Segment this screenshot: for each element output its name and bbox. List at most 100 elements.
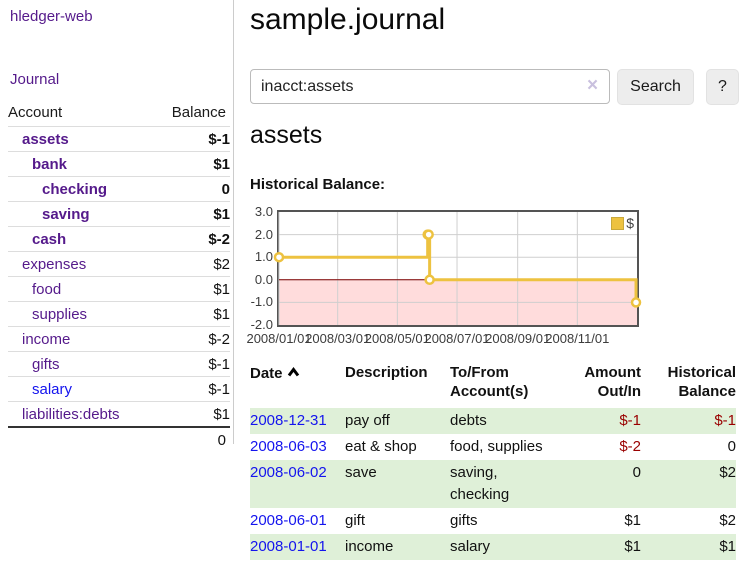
account-balance: 0 bbox=[153, 176, 230, 202]
transaction-amount: $1 bbox=[565, 534, 641, 560]
data-point-marker bbox=[423, 229, 434, 240]
transaction-description: gift bbox=[345, 512, 366, 529]
account-balance: $1 bbox=[153, 201, 230, 227]
account-row: bank $1 bbox=[8, 151, 230, 177]
register-column-amount: Amount Out/In bbox=[584, 364, 641, 400]
account-link[interactable]: assets bbox=[22, 131, 69, 148]
transaction-accounts: saving, checking bbox=[450, 460, 565, 508]
y-axis-tick-label: 2.0 bbox=[254, 226, 273, 242]
page-title: sample.journal bbox=[250, 3, 446, 36]
data-point-marker bbox=[630, 297, 642, 308]
account-row: food $1 bbox=[8, 276, 230, 302]
sidebar-item-journal[interactable]: Journal bbox=[10, 71, 60, 88]
account-row: expenses $2 bbox=[8, 251, 230, 277]
x-axis-tick-label: 2008/11/01 bbox=[545, 331, 610, 346]
x-axis-tick-label: 2008/09/01 bbox=[485, 331, 551, 346]
account-balance: $1 bbox=[153, 301, 230, 327]
y-axis-tick-label: 1.0 bbox=[254, 249, 273, 265]
chart-title: Historical Balance: bbox=[250, 176, 386, 193]
account-balance: $1 bbox=[153, 276, 230, 302]
account-tree-body: assets $-1 bank $1 checking 0 saving $1 … bbox=[8, 126, 230, 452]
transaction-accounts: food, supplies bbox=[450, 438, 543, 455]
register-body: 2008-12-31 pay off debts $-1 $-1 2008-06… bbox=[250, 408, 736, 560]
transaction-balance: $2 bbox=[641, 460, 736, 508]
account-row: income $-2 bbox=[8, 326, 230, 352]
transaction-accounts: gifts bbox=[450, 512, 478, 529]
transaction-balance: $2 bbox=[719, 512, 736, 529]
transaction-amount: $1 bbox=[624, 512, 641, 529]
account-balance: $1 bbox=[153, 151, 230, 177]
account-total-row: 0 bbox=[8, 426, 230, 452]
transaction-balance: 0 bbox=[727, 438, 736, 455]
account-link[interactable]: expenses bbox=[22, 256, 87, 273]
register-column-date: Date bbox=[250, 360, 345, 408]
balance-column-header: Balance bbox=[171, 104, 226, 121]
y-axis-tick-label: -2.0 bbox=[250, 317, 273, 332]
clear-search-icon[interactable]: × bbox=[587, 75, 599, 96]
search-button[interactable]: Search bbox=[617, 69, 694, 105]
transaction-amount: $-1 bbox=[565, 408, 641, 434]
register-row: 2008-01-01 income salary $1 $1 bbox=[250, 534, 736, 560]
main-content: sample.journal × Search ? assets Histori… bbox=[246, 0, 742, 582]
account-row: saving $1 bbox=[8, 201, 230, 227]
register-row: 2008-06-03 eat & shop food, supplies $-2… bbox=[250, 434, 736, 460]
transaction-balance: $-1 bbox=[641, 408, 736, 434]
transaction-description: eat & shop bbox=[345, 438, 417, 455]
transaction-date-link[interactable]: 2008-06-02 bbox=[250, 464, 327, 481]
app-title-link[interactable]: hledger-web bbox=[10, 8, 93, 25]
account-link[interactable]: liabilities:debts bbox=[22, 406, 120, 423]
x-axis-tick-label: 2008/03/01 bbox=[305, 331, 371, 346]
account-row: cash $-2 bbox=[8, 226, 230, 252]
register-row: 2008-06-01 gift gifts $1 $2 bbox=[250, 508, 736, 534]
sidebar: hledger-web Journal Account Balance asse… bbox=[0, 0, 234, 452]
account-balance: $-2 bbox=[153, 226, 230, 252]
plot-area: $ bbox=[273, 210, 642, 327]
account-balance: $-1 bbox=[153, 376, 230, 402]
y-axis-tick-label: -1.0 bbox=[250, 294, 273, 310]
transaction-date-link[interactable]: 2008-06-01 bbox=[250, 512, 327, 529]
transaction-description: income bbox=[345, 534, 450, 560]
account-link[interactable]: gifts bbox=[32, 356, 60, 373]
account-link[interactable]: cash bbox=[32, 231, 67, 248]
account-link[interactable]: supplies bbox=[32, 306, 88, 323]
transaction-balance: $1 bbox=[641, 534, 736, 560]
register-row: 2008-12-31 pay off debts $-1 $-1 bbox=[250, 408, 736, 434]
legend-label: $ bbox=[626, 215, 634, 231]
account-total-balance: 0 bbox=[8, 426, 230, 452]
account-link[interactable]: income bbox=[22, 331, 71, 348]
account-row: gifts $-1 bbox=[8, 351, 230, 377]
legend-swatch-icon bbox=[611, 216, 625, 230]
account-row: salary $-1 bbox=[8, 376, 230, 402]
transaction-accounts: debts bbox=[450, 408, 565, 434]
account-link[interactable]: food bbox=[32, 281, 62, 298]
register-row: 2008-06-02 save saving, checking 0 $2 bbox=[250, 460, 736, 508]
register-column-balance: Historical Balance bbox=[667, 364, 736, 400]
help-button[interactable]: ? bbox=[706, 69, 739, 105]
account-balance: $-1 bbox=[153, 126, 230, 152]
y-axis-tick-label: 3.0 bbox=[254, 204, 273, 219]
account-row: liabilities:debts $1 bbox=[8, 401, 230, 427]
account-balance: $2 bbox=[153, 251, 230, 277]
account-column-header: Account bbox=[8, 104, 63, 121]
chart-legend: $ bbox=[611, 215, 634, 231]
account-tree: Account Balance assets $-1 bank $1 check… bbox=[8, 100, 230, 452]
x-axis-tick-label: 2008/05/01 bbox=[364, 331, 430, 346]
transaction-date-link[interactable]: 2008-12-31 bbox=[250, 412, 327, 429]
sort-ascending-icon bbox=[287, 363, 300, 382]
register-column-accounts: To/From Account(s) bbox=[450, 364, 529, 400]
transaction-date-link[interactable]: 2008-01-01 bbox=[250, 538, 327, 555]
register-table: Date Description To/From Account(s) Amou… bbox=[250, 360, 736, 560]
search-input[interactable] bbox=[250, 69, 610, 104]
account-link[interactable]: checking bbox=[42, 181, 108, 198]
account-link[interactable]: bank bbox=[32, 156, 68, 173]
transaction-date-link[interactable]: 2008-06-03 bbox=[250, 438, 327, 455]
x-axis-tick-label: 2008/01/01 bbox=[246, 331, 312, 346]
x-axis-tick-label: 2008/07/01 bbox=[424, 331, 490, 346]
account-row: supplies $1 bbox=[8, 301, 230, 327]
account-link[interactable]: saving bbox=[42, 206, 90, 223]
account-link[interactable]: salary bbox=[32, 381, 73, 398]
transaction-description: save bbox=[345, 460, 450, 508]
register-column-description: Description bbox=[345, 364, 428, 381]
transaction-amount: 0 bbox=[565, 460, 641, 508]
account-balance: $-2 bbox=[153, 326, 230, 352]
